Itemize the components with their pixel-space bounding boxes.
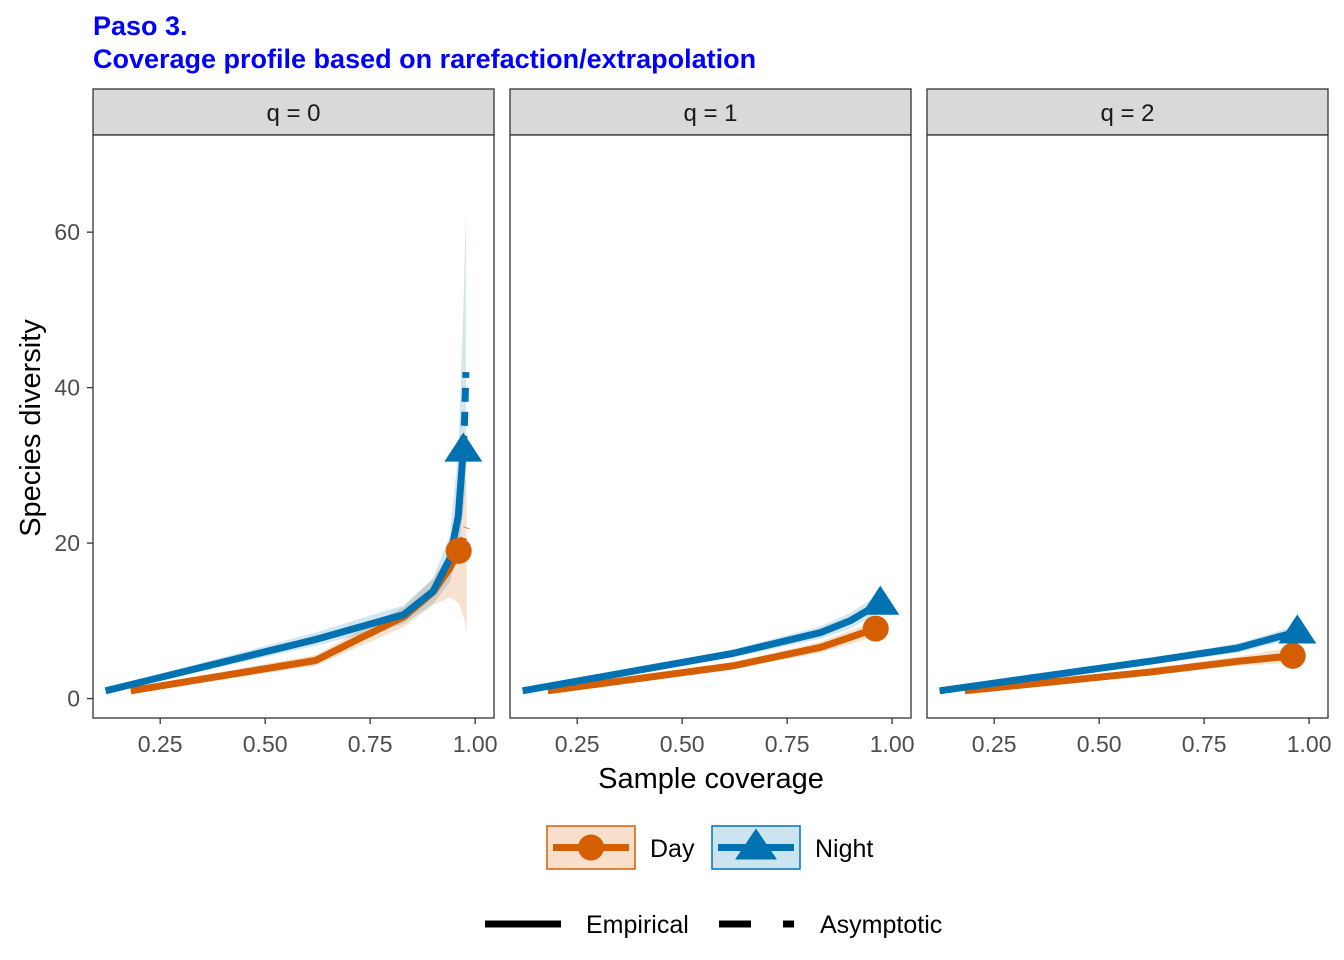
panel-1-strip-label: q = 0 (266, 100, 320, 127)
panel-3-x-tick-label: 0.25 (972, 731, 1017, 757)
panel-2-day-rarefaction-line (547, 625, 877, 695)
legend-empirical-label: Empirical (586, 911, 689, 939)
legend-asymptotic-label: Asymptotic (820, 911, 942, 939)
panel-2-strip-label: q = 1 (683, 100, 737, 127)
panel-1-strip (92, 88, 495, 136)
panel-1-night-rarefaction-line (104, 449, 467, 695)
panel-2-strip (509, 88, 912, 136)
panel-1-x-tick-label: 1.00 (453, 731, 498, 757)
panel-1-background (93, 135, 494, 718)
panel-2-border (509, 134, 912, 719)
panel-3-background (927, 135, 1328, 718)
panel-1-night-observed-point (444, 432, 483, 462)
panel-3-night-rarefaction-line (939, 628, 1299, 695)
legend: Day Night Empirical Asymptotic (485, 825, 942, 939)
panel-3-day-observed-point (1279, 642, 1306, 669)
y-tick-label: 40 (54, 375, 80, 401)
legend-day-label: Day (650, 835, 695, 863)
panel-1-day-observed-point (445, 537, 472, 564)
panel-2-x-tick-label: 1.00 (870, 731, 915, 757)
panel-1-border (92, 134, 495, 719)
panel-1-x-tick-label: 0.50 (243, 731, 288, 757)
panel-1-x-tick-label: 0.25 (138, 731, 183, 757)
panel-3-x-tick-label: 1.00 (1287, 731, 1332, 757)
panel-3-x-tick-label: 0.50 (1077, 731, 1122, 757)
panel-2-x-tick-label: 0.75 (765, 731, 810, 757)
panel-3-night-observed-point (1278, 614, 1317, 644)
chart-title-line2: Coverage profile based on rarefaction/ex… (93, 44, 756, 74)
y-tick-label: 0 (67, 686, 80, 712)
y-tick-label: 20 (54, 530, 80, 556)
y-tick-label: 60 (54, 219, 80, 245)
legend-day-marker (578, 834, 604, 861)
panel-3-strip (926, 88, 1329, 136)
y-axis-title: Species diversity (15, 319, 47, 537)
panel-2-x-tick-label: 0.50 (660, 731, 705, 757)
panel-2-night-observed-point (861, 585, 900, 615)
legend-night-marker (735, 828, 777, 860)
x-axis-title: Sample coverage (598, 763, 824, 795)
plot-layer: q = 0 0.25 0.50 0.75 1.00 q = 1 0.25 0.50 0.75 1.… (54, 88, 1332, 757)
panel-2-x-tick-label: 0.25 (555, 731, 600, 757)
panel-2-day-observed-point (862, 615, 889, 642)
panel-2-night-rarefaction-line (521, 599, 883, 695)
panel-3-border (926, 134, 1329, 719)
panel-3-x-tick-label: 0.75 (1182, 731, 1227, 757)
panel-3-strip-label: q = 2 (1100, 100, 1154, 127)
panel-3-day-rarefaction-line (964, 652, 1294, 695)
panel-1-x-tick-label: 0.75 (348, 731, 393, 757)
legend-night-label: Night (815, 835, 873, 863)
chart-title-line1: Paso 3. (93, 11, 188, 41)
